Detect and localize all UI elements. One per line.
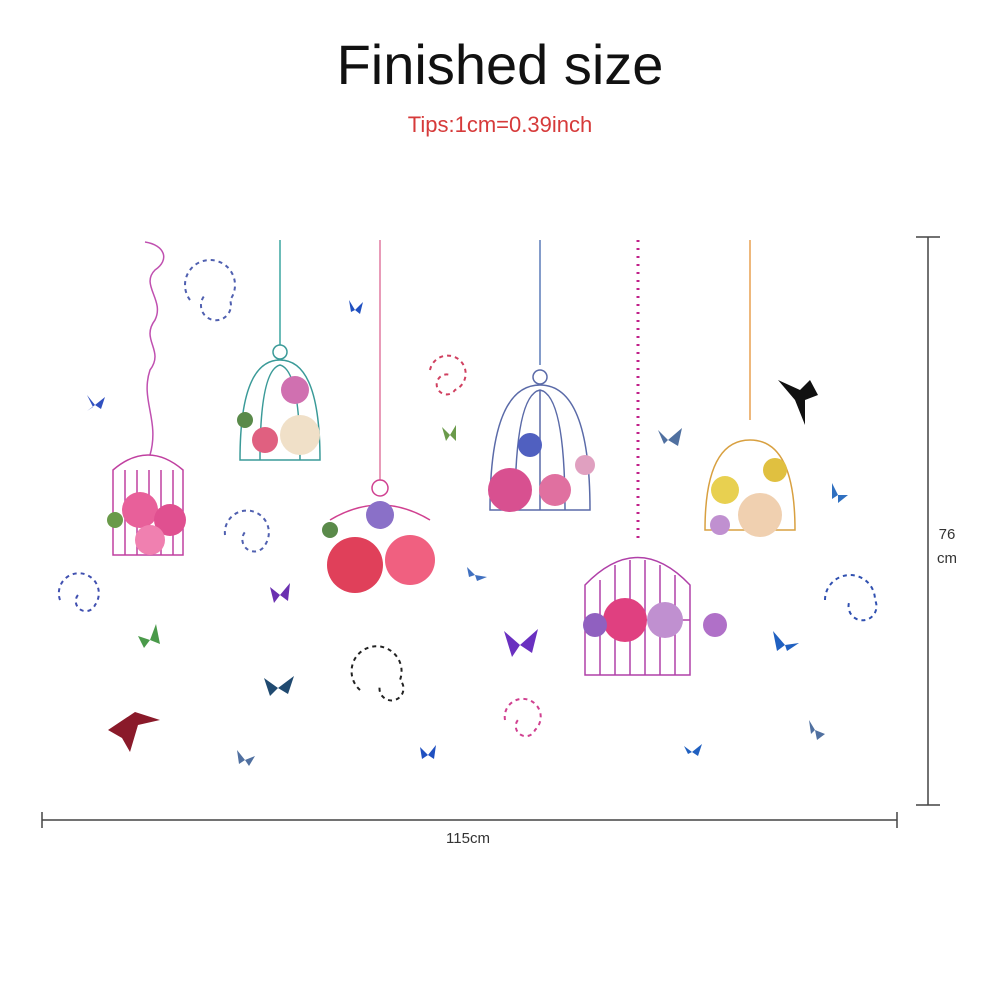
decoration xyxy=(738,493,782,537)
decoration xyxy=(385,535,435,585)
decoration xyxy=(252,427,278,453)
decoration xyxy=(778,380,818,425)
decoration xyxy=(280,415,320,455)
decoration xyxy=(239,344,321,461)
decoration xyxy=(154,504,186,536)
decoration xyxy=(488,468,532,512)
decoration xyxy=(539,474,571,506)
cages xyxy=(112,344,796,676)
decoration xyxy=(442,425,456,441)
decoration xyxy=(704,439,796,531)
width-label: 115cm xyxy=(446,830,490,847)
decoration xyxy=(108,712,160,752)
dimension-lines xyxy=(41,236,940,828)
decoration xyxy=(518,433,542,457)
decoration xyxy=(467,567,487,581)
decoration xyxy=(237,750,255,766)
decoration xyxy=(371,479,389,497)
decoration xyxy=(259,364,301,461)
swirls xyxy=(57,259,878,738)
decoration xyxy=(773,631,799,651)
decoration xyxy=(420,745,436,759)
tip: Tips:1cm=0.39inch xyxy=(408,112,592,137)
decoration xyxy=(107,512,123,528)
decoration xyxy=(366,501,394,529)
height-value: 76 xyxy=(939,526,956,543)
decoration xyxy=(711,476,739,504)
decoration xyxy=(264,676,294,696)
decoration xyxy=(832,483,848,503)
decoration xyxy=(809,720,825,740)
decoration xyxy=(281,376,309,404)
decoration xyxy=(350,645,405,702)
height-unit: cm xyxy=(937,550,957,567)
decoration xyxy=(239,359,321,461)
decoration xyxy=(584,556,691,676)
decoration xyxy=(322,522,338,538)
decoration xyxy=(647,602,683,638)
decoration xyxy=(144,241,165,456)
decoration xyxy=(327,537,383,593)
title: Finished size xyxy=(337,33,664,96)
decoration xyxy=(138,624,160,648)
flowers xyxy=(107,376,787,642)
decoration xyxy=(824,574,878,622)
decoration xyxy=(184,259,236,322)
decoration xyxy=(603,598,647,642)
decoration xyxy=(710,515,730,535)
decoration xyxy=(87,395,105,411)
decoration xyxy=(658,428,682,446)
decoration xyxy=(503,697,542,738)
decoration xyxy=(583,613,607,637)
decoration xyxy=(270,583,290,603)
decoration xyxy=(532,369,548,385)
decoration xyxy=(122,492,158,528)
decoration xyxy=(763,458,787,482)
decoration xyxy=(703,613,727,637)
decoration xyxy=(272,344,288,360)
decoration xyxy=(684,744,702,756)
butterflies xyxy=(87,300,848,766)
decoration xyxy=(57,572,100,613)
decoration xyxy=(429,354,467,396)
decoration xyxy=(223,509,270,553)
decoration xyxy=(704,439,796,531)
decoration xyxy=(504,629,538,657)
strings xyxy=(144,240,751,540)
decoration xyxy=(575,455,595,475)
decoration xyxy=(237,412,253,428)
decoration xyxy=(135,525,165,555)
decoration xyxy=(349,300,363,314)
